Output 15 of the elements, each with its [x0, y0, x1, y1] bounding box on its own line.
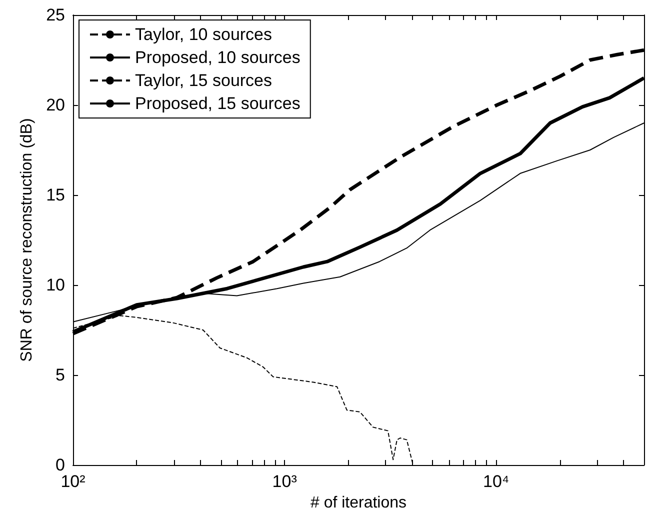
legend-label: Proposed, 10 sources: [135, 48, 300, 67]
x-tick-label: 10³: [272, 472, 298, 491]
y-tick-label: 15: [46, 186, 65, 204]
y-axis-title: SNR of source reconstruction (dB): [18, 118, 36, 362]
y-tick-label: 10: [46, 276, 65, 294]
x-axis-title: # of iterations: [310, 494, 407, 512]
legend-label: Taylor, 10 sources: [135, 25, 272, 44]
legend-label: Taylor, 15 sources: [135, 71, 272, 90]
y-tick-label: 0: [56, 456, 65, 474]
y-tick-label: 20: [46, 96, 65, 114]
x-tick-label: 10⁴: [483, 472, 510, 491]
y-tick-label: 25: [46, 6, 65, 24]
x-tick-label: 10²: [60, 472, 86, 491]
legend-label: Proposed, 15 sources: [135, 94, 300, 113]
y-tick-label: 5: [56, 366, 65, 384]
